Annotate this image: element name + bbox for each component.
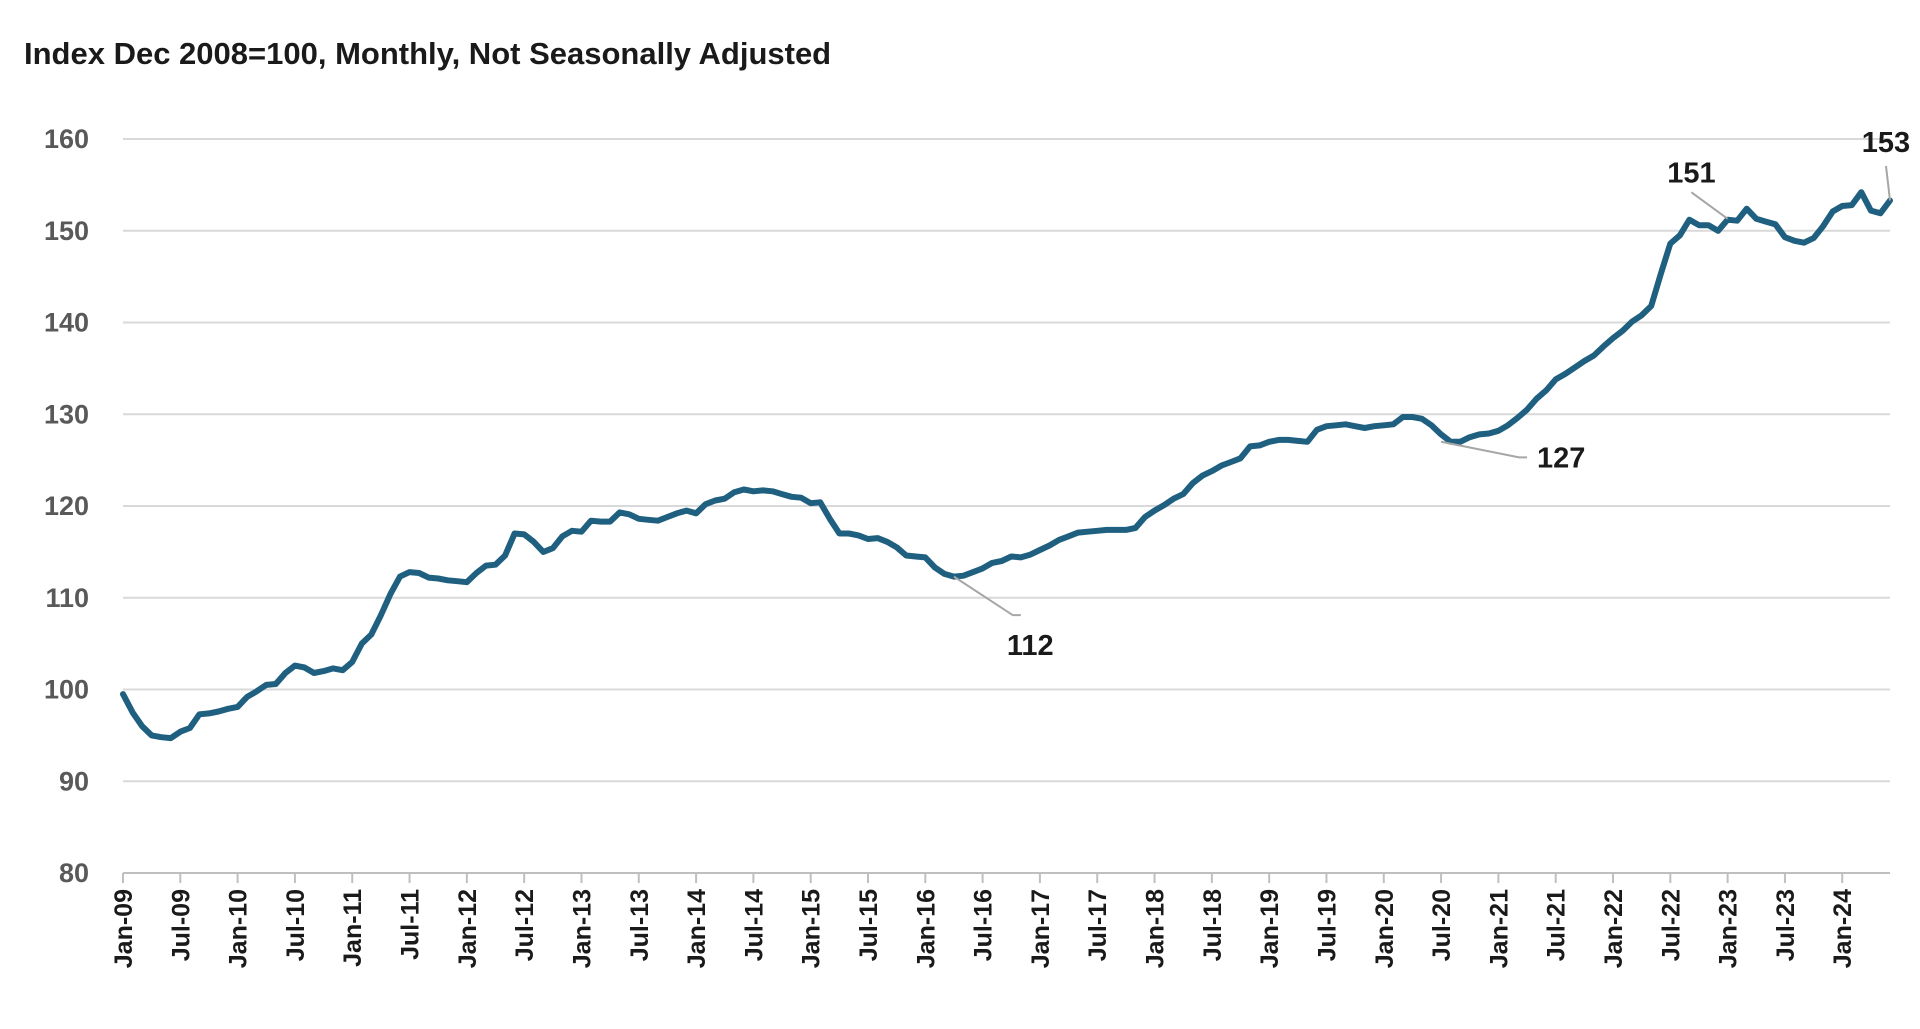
series-line [120,189,1893,742]
x-tick-label: Jan-09 [110,889,138,968]
x-tick-label: Jul-09 [167,889,195,961]
x-tick-label: Jul-11 [397,889,425,960]
x-tick-label: Jan-23 [1715,889,1743,968]
x-tick-label: Jan-21 [1485,889,1513,968]
y-axis-ticks: 80 90 100 110 120 130 140 150 160 [44,124,89,888]
annotation-label-153: 153 [1862,127,1910,159]
annotations: 112 127 151 153 [953,127,1910,662]
y-tick-label: 150 [44,216,89,246]
x-tick-label: Jan-15 [798,889,826,968]
x-tick-label: Jul-23 [1772,889,1800,961]
x-tick-label: Jul-17 [1084,889,1112,961]
x-tick-label: Jul-10 [282,889,310,961]
gridlines [123,138,1890,783]
x-tick-label: Jan-14 [683,889,711,968]
y-tick-label: 130 [44,399,89,429]
annotation-leader-112 [953,575,1021,617]
annotation-leader-151 [1690,191,1729,220]
x-tick-label: Jan-24 [1829,889,1857,968]
x-tick-label: Jan-19 [1256,889,1284,968]
x-tick-label: Jul-18 [1199,889,1227,961]
x-tick-label: Jul-20 [1428,889,1456,961]
chart-title: Index Dec 2008=100, Monthly, Not Seasona… [24,36,832,71]
y-tick-label: 80 [59,858,89,888]
x-tick-label: Jan-22 [1600,889,1628,968]
x-tick-label: Jan-20 [1371,889,1399,968]
y-tick-label: 140 [44,308,89,338]
x-tick-label: Jan-18 [1142,889,1170,968]
annotation-leader-127 [1440,440,1528,459]
x-tick-label: Jul-15 [855,889,883,961]
annotation-label-112: 112 [1007,630,1054,662]
x-tick-label: Jul-14 [740,889,768,961]
x-tick-label: Jul-13 [626,889,654,961]
x-tick-label: Jul-12 [511,889,539,961]
x-axis: Jan-09 Jul-09 Jan-10 Jul-10 Jan-11 Jul-11 Jan-… [110,872,1890,968]
x-tick-label: Jul-21 [1543,889,1571,961]
x-tick-label: Jan-17 [1027,889,1055,968]
x-tick-label: Jan-13 [568,889,596,968]
x-tick-label: Jul-16 [970,889,998,961]
x-tick-label: Jul-19 [1313,889,1341,961]
y-tick-label: 100 [44,675,89,705]
annotation-leader-153 [1885,165,1891,201]
y-tick-label: 160 [44,124,89,154]
x-tick-label: Jan-16 [912,889,940,968]
y-tick-label: 120 [44,491,89,521]
x-tick-label: Jan-12 [454,889,482,968]
x-tick-label: Jan-10 [225,889,253,968]
annotation-label-151: 151 [1667,157,1715,189]
annotation-label-127: 127 [1537,442,1585,474]
x-tick-label: Jan-11 [339,889,367,967]
y-tick-label: 90 [59,766,89,796]
series-layer [120,189,1893,742]
x-tick-label: Jul-22 [1657,889,1685,961]
y-tick-label: 110 [45,583,89,613]
